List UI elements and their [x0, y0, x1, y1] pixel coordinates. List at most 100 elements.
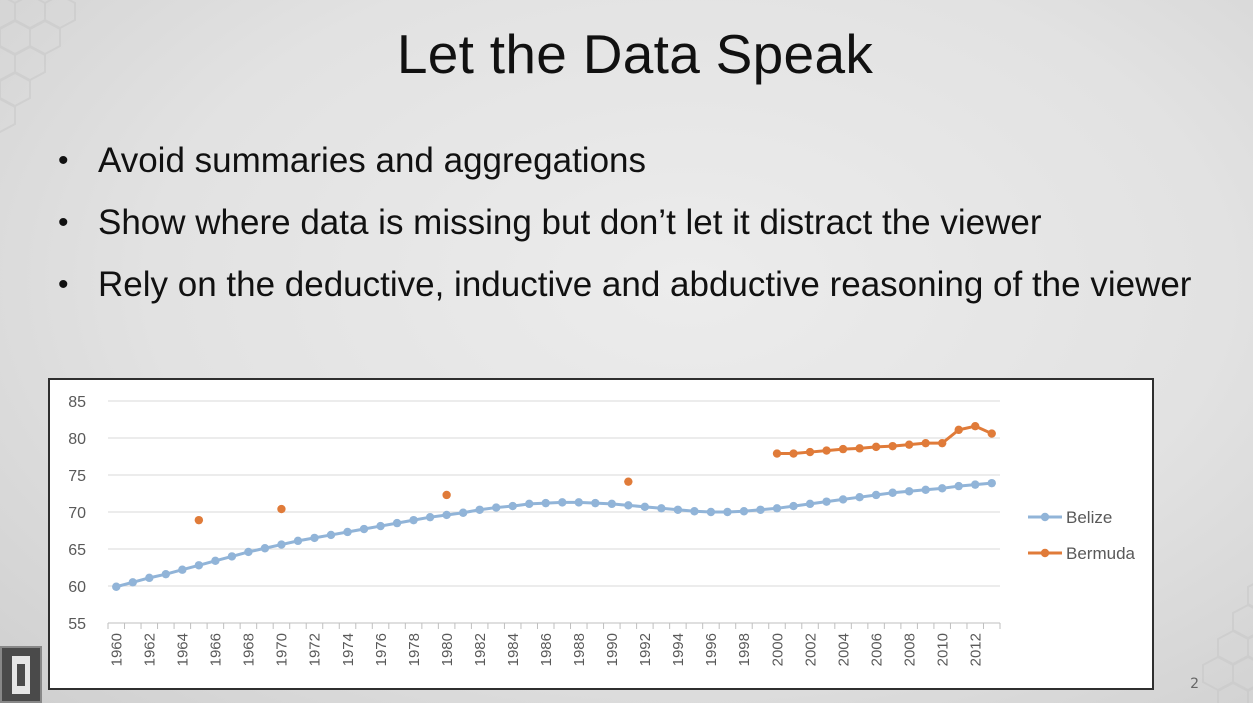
belize-data-point: [657, 504, 666, 513]
bullet-text: Rely on the deductive, inductive and abd…: [98, 265, 1192, 304]
y-tick-label: 80: [68, 431, 86, 448]
x-tick-label: 1992: [637, 633, 654, 666]
bullet-text: Avoid summaries and aggregations: [98, 141, 647, 180]
belize-data-point: [112, 582, 121, 591]
x-tick-label: 1998: [736, 633, 753, 666]
belize-data-point: [161, 569, 171, 579]
belize-data-point: [128, 578, 137, 587]
belize-data-point: [244, 547, 253, 557]
belize-data-point: [772, 504, 782, 513]
block-i-logo-mark: [12, 656, 30, 694]
belize-data-point: [194, 561, 204, 570]
hexagon-pattern-decoration-bottom-right: [1202, 583, 1253, 703]
belize-data-point: [690, 507, 699, 516]
belize-legend-marker: [1040, 512, 1050, 522]
x-tick-label: 1966: [208, 633, 225, 666]
belize-data-point: [838, 495, 848, 504]
belize-data-point: [789, 501, 798, 511]
bermuda-data-point: [624, 477, 633, 486]
bullet-list: • Avoid summaries and aggregations • Sho…: [58, 136, 1198, 322]
belize-data-point: [607, 499, 617, 509]
bermuda-data-point: [871, 442, 881, 452]
x-tick-label: 1976: [373, 633, 390, 666]
bermuda-legend-marker: [1040, 548, 1050, 558]
x-tick-label: 2004: [835, 633, 852, 666]
x-tick-label: 1968: [241, 633, 258, 666]
belize-data-point: [673, 505, 683, 514]
belize-data-point: [706, 507, 716, 517]
belize-data-point: [310, 533, 319, 543]
x-tick-label: 1960: [109, 633, 126, 666]
y-tick-label: 60: [68, 579, 86, 596]
x-tick-label: 1972: [307, 633, 324, 666]
belize-data-point: [904, 487, 914, 496]
belize-data-point: [541, 498, 550, 508]
bermuda-data-point: [838, 444, 848, 454]
belize-data-point: [855, 493, 864, 502]
chart-canvas: 55 60 65 70 75 80 85 1960 1962 1964 1966 1968 1970 19…: [68, 394, 1135, 666]
belize-data-point: [574, 498, 583, 507]
belize-data-point: [260, 544, 270, 553]
bullet-symbol: •: [58, 144, 69, 177]
bermuda-data-point: [822, 446, 831, 455]
belize-data-point: [145, 573, 154, 583]
bermuda-data-point: [904, 440, 914, 449]
y-tick-label: 75: [68, 468, 86, 485]
belize-data-point: [756, 505, 765, 514]
y-tick-label: 65: [68, 542, 86, 559]
belize-data-point: [442, 510, 451, 520]
belize-data-point: [227, 552, 237, 561]
bullet-symbol: •: [58, 268, 69, 301]
x-tick-label: 1994: [670, 633, 687, 666]
x-tick-label: 2008: [901, 633, 918, 666]
bermuda-data-point: [789, 449, 798, 458]
belize-data-point: [624, 501, 633, 510]
x-tick-label: 2010: [934, 633, 951, 666]
belize-data-point: [293, 536, 303, 546]
belize-data-point: [508, 501, 517, 511]
hexagon-pattern-decoration-top-left: [0, 0, 76, 134]
bullet-item: • Rely on the deductive, inductive and a…: [58, 260, 1198, 310]
belize-data-point: [458, 508, 468, 517]
bermuda-data-point: [888, 441, 897, 451]
belize-data-point: [392, 518, 402, 528]
belize-data-point: [525, 499, 534, 509]
bermuda-data-point: [937, 438, 947, 448]
belize-data-point: [723, 507, 732, 517]
bullet-text: Show where data is missing but don’t let…: [98, 203, 1042, 242]
life-expectancy-chart: 55 60 65 70 75 80 85 1960 1962 1964 1966 1968 1970 19…: [48, 378, 1154, 690]
x-tick-label: 1996: [703, 633, 720, 666]
x-tick-label: 2002: [802, 633, 819, 666]
x-tick-label: 1962: [142, 633, 159, 666]
x-tick-label: 2006: [868, 633, 885, 666]
belize-data-point: [326, 530, 336, 540]
bermuda-data-point: [277, 504, 286, 514]
belize-data-point: [971, 480, 980, 489]
bermuda-data-point: [987, 429, 996, 438]
belize-data-point: [591, 498, 600, 508]
belize-data-point: [888, 488, 897, 497]
x-tick-label: 1970: [274, 633, 291, 666]
y-tick-label: 55: [68, 616, 86, 633]
x-tick-label: 1980: [439, 633, 456, 666]
bermuda-data-point: [442, 490, 451, 500]
slide-number: 2: [1190, 676, 1199, 692]
x-tick-label: 1986: [538, 633, 555, 666]
university-logo: [0, 646, 42, 703]
x-tick-label: 1988: [571, 633, 588, 666]
belize-data-point: [871, 490, 881, 500]
belize-data-point: [425, 512, 435, 522]
x-tick-label: 1990: [604, 633, 621, 666]
belize-data-point: [409, 515, 418, 525]
belize-data-point: [359, 524, 369, 534]
bermuda-data-point: [954, 425, 963, 435]
belize-data-point: [987, 478, 996, 488]
belize-legend-label: Belize: [1066, 508, 1112, 527]
bullet-item: • Avoid summaries and aggregations: [58, 136, 1198, 186]
belize-data-point: [376, 521, 385, 531]
belize-data-point: [739, 507, 749, 516]
x-tick-label: 2000: [769, 633, 786, 666]
belize-data-point: [178, 565, 187, 574]
belize-data-point: [954, 481, 963, 491]
x-tick-label: 1974: [340, 633, 357, 666]
